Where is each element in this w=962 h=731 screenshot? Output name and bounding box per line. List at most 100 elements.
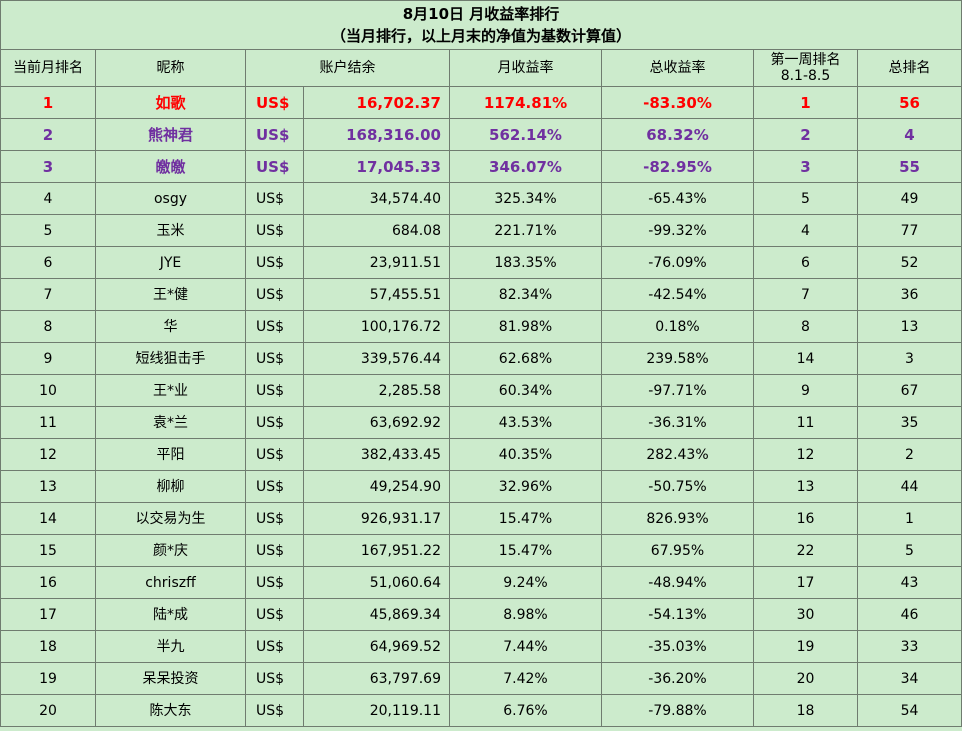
total-return-cell: -79.88% bbox=[601, 694, 754, 727]
monthly-return-cell: 81.98% bbox=[449, 310, 602, 343]
balance-cell: 23,911.51 bbox=[303, 246, 450, 279]
table-row: 14 以交易为生 US$ 926,931.17 15.47% 826.93% 16 1 bbox=[0, 502, 962, 535]
total-return-cell: -99.32% bbox=[601, 214, 754, 247]
balance-cell: 926,931.17 bbox=[303, 502, 450, 535]
rank-cell: 1 bbox=[0, 86, 96, 119]
currency-cell: US$ bbox=[245, 630, 304, 663]
nickname-cell: 如歌 bbox=[95, 86, 246, 119]
currency-cell: US$ bbox=[245, 662, 304, 695]
week1-rank-cell: 8 bbox=[753, 310, 858, 343]
week1-rank-cell: 30 bbox=[753, 598, 858, 631]
table-row: 11 袁*兰 US$ 63,692.92 43.53% -36.31% 11 35 bbox=[0, 406, 962, 439]
header-balance: 账户结余 bbox=[245, 49, 450, 87]
header-week1-rank-line1: 第一周排名 bbox=[770, 52, 841, 68]
monthly-return-cell: 7.44% bbox=[449, 630, 602, 663]
nickname-cell: 平阳 bbox=[95, 438, 246, 471]
week1-rank-cell: 12 bbox=[753, 438, 858, 471]
balance-cell: 17,045.33 bbox=[303, 150, 450, 183]
rank-cell: 13 bbox=[0, 470, 96, 503]
table-row: 18 半九 US$ 64,969.52 7.44% -35.03% 19 33 bbox=[0, 630, 962, 663]
nickname-cell: 颜*庆 bbox=[95, 534, 246, 567]
header-overall-rank: 总排名 bbox=[856, 49, 962, 87]
table-row: 1 如歌 US$ 16,702.37 1174.81% -83.30% 1 56 bbox=[0, 86, 962, 119]
table-row: 9 短线狙击手 US$ 339,576.44 62.68% 239.58% 14 3 bbox=[0, 342, 962, 375]
balance-cell: 49,254.90 bbox=[303, 470, 450, 503]
week1-rank-cell: 17 bbox=[753, 566, 858, 599]
balance-cell: 51,060.64 bbox=[303, 566, 450, 599]
week1-rank-cell: 11 bbox=[753, 406, 858, 439]
currency-cell: US$ bbox=[245, 150, 304, 183]
total-return-cell: 67.95% bbox=[601, 534, 754, 567]
table-row: 7 王*健 US$ 57,455.51 82.34% -42.54% 7 36 bbox=[0, 278, 962, 311]
week1-rank-cell: 9 bbox=[753, 374, 858, 407]
total-return-cell: -48.94% bbox=[601, 566, 754, 599]
overall-rank-cell: 1 bbox=[856, 502, 962, 535]
currency-cell: US$ bbox=[245, 374, 304, 407]
table-row: 3 皦皦 US$ 17,045.33 346.07% -82.95% 3 55 bbox=[0, 150, 962, 183]
monthly-return-cell: 1174.81% bbox=[449, 86, 602, 119]
monthly-return-cell: 221.71% bbox=[449, 214, 602, 247]
rank-cell: 19 bbox=[0, 662, 96, 695]
table-row: 17 陆*成 US$ 45,869.34 8.98% -54.13% 30 46 bbox=[0, 598, 962, 631]
total-return-cell: -42.54% bbox=[601, 278, 754, 311]
balance-cell: 382,433.45 bbox=[303, 438, 450, 471]
overall-rank-cell: 13 bbox=[856, 310, 962, 343]
balance-cell: 16,702.37 bbox=[303, 86, 450, 119]
table-row: 4 osgy US$ 34,574.40 325.34% -65.43% 5 49 bbox=[0, 182, 962, 215]
balance-cell: 2,285.58 bbox=[303, 374, 450, 407]
balance-cell: 64,969.52 bbox=[303, 630, 450, 663]
table-row: 13 柳柳 US$ 49,254.90 32.96% -50.75% 13 44 bbox=[0, 470, 962, 503]
balance-cell: 34,574.40 bbox=[303, 182, 450, 215]
header-week1-rank-line2: 8.1-8.5 bbox=[780, 68, 831, 84]
nickname-cell: 王*健 bbox=[95, 278, 246, 311]
monthly-return-cell: 7.42% bbox=[449, 662, 602, 695]
balance-cell: 167,951.22 bbox=[303, 534, 450, 567]
monthly-return-cell: 6.76% bbox=[449, 694, 602, 727]
total-return-cell: -54.13% bbox=[601, 598, 754, 631]
currency-cell: US$ bbox=[245, 86, 304, 119]
overall-rank-cell: 4 bbox=[856, 118, 962, 151]
rank-cell: 8 bbox=[0, 310, 96, 343]
total-return-cell: -82.95% bbox=[601, 150, 754, 183]
header-monthly-return: 月收益率 bbox=[449, 49, 602, 87]
total-return-cell: 826.93% bbox=[601, 502, 754, 535]
balance-cell: 63,692.92 bbox=[303, 406, 450, 439]
overall-rank-cell: 36 bbox=[856, 278, 962, 311]
nickname-cell: 陆*成 bbox=[95, 598, 246, 631]
rank-cell: 12 bbox=[0, 438, 96, 471]
currency-cell: US$ bbox=[245, 534, 304, 567]
title-line-2: （当月排行，以上月末的净值为基数计算值） bbox=[331, 27, 632, 45]
week1-rank-cell: 19 bbox=[753, 630, 858, 663]
monthly-return-cell: 8.98% bbox=[449, 598, 602, 631]
balance-cell: 63,797.69 bbox=[303, 662, 450, 695]
table-row: 20 陈大东 US$ 20,119.11 6.76% -79.88% 18 54 bbox=[0, 694, 962, 727]
monthly-return-cell: 40.35% bbox=[449, 438, 602, 471]
week1-rank-cell: 2 bbox=[753, 118, 858, 151]
table-row: 15 颜*庆 US$ 167,951.22 15.47% 67.95% 22 5 bbox=[0, 534, 962, 567]
monthly-return-cell: 32.96% bbox=[449, 470, 602, 503]
rank-cell: 6 bbox=[0, 246, 96, 279]
monthly-return-cell: 562.14% bbox=[449, 118, 602, 151]
rank-cell: 14 bbox=[0, 502, 96, 535]
rank-cell: 16 bbox=[0, 566, 96, 599]
rank-cell: 11 bbox=[0, 406, 96, 439]
overall-rank-cell: 2 bbox=[856, 438, 962, 471]
title-row: 8月10日 月收益率排行 （当月排行，以上月末的净值为基数计算值） bbox=[0, 0, 962, 50]
monthly-return-cell: 15.47% bbox=[449, 534, 602, 567]
table-title: 8月10日 月收益率排行 （当月排行，以上月末的净值为基数计算值） bbox=[0, 0, 962, 50]
monthly-return-cell: 325.34% bbox=[449, 182, 602, 215]
total-return-cell: -83.30% bbox=[601, 86, 754, 119]
total-return-cell: 239.58% bbox=[601, 342, 754, 375]
currency-cell: US$ bbox=[245, 310, 304, 343]
monthly-return-cell: 60.34% bbox=[449, 374, 602, 407]
nickname-cell: 以交易为生 bbox=[95, 502, 246, 535]
monthly-return-cell: 62.68% bbox=[449, 342, 602, 375]
overall-rank-cell: 54 bbox=[856, 694, 962, 727]
table-row: 19 呆呆投资 US$ 63,797.69 7.42% -36.20% 20 34 bbox=[0, 662, 962, 695]
rank-cell: 17 bbox=[0, 598, 96, 631]
overall-rank-cell: 77 bbox=[856, 214, 962, 247]
nickname-cell: 皦皦 bbox=[95, 150, 246, 183]
balance-cell: 45,869.34 bbox=[303, 598, 450, 631]
header-rank: 当前月排名 bbox=[0, 49, 96, 87]
nickname-cell: 袁*兰 bbox=[95, 406, 246, 439]
